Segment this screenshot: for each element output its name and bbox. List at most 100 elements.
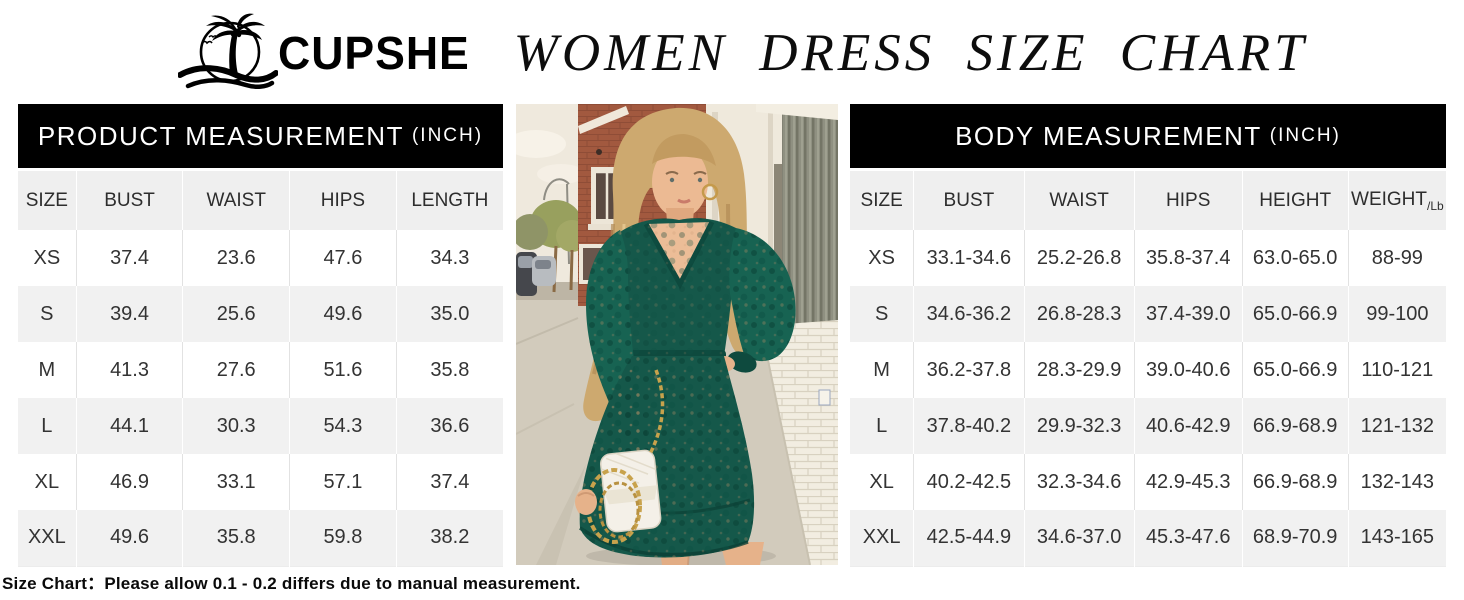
size-cell: S [874, 302, 889, 325]
table-row-m: M 41.3 27.6 51.6 35.8 [18, 342, 503, 398]
value-cell: 88-99 [1347, 230, 1446, 286]
column-header-waist: WAIST [1023, 171, 1135, 230]
value-cell: 65.0-66.9 [1241, 342, 1349, 398]
value-cell: 35.0 [395, 286, 503, 342]
body-table-title-bar: BODY MEASUREMENT (INCH) [850, 104, 1446, 168]
column-header-row: SIZE BUST WAIST HIPS LENGTH [18, 171, 503, 230]
size-cell: L [876, 414, 888, 437]
product-table-title-bar: PRODUCT MEASUREMENT (INCH) [18, 104, 503, 168]
model-photo [516, 104, 838, 565]
size-cell: XS [33, 246, 61, 269]
value-cell: 44.1 [75, 398, 183, 454]
table-row-l: L 37.8-40.2 29.9-32.3 40.6-42.9 66.9-68.9 121… [850, 398, 1446, 454]
size-chart-note: Size Chart：Please allow 0.1 - 0.2 differ… [2, 574, 581, 593]
value-cell: 25.6 [182, 286, 290, 342]
table-row-xs: XS 37.4 23.6 47.6 34.3 [18, 230, 503, 286]
value-cell: 68.9-70.9 [1241, 510, 1349, 566]
value-cell: 32.3-34.6 [1023, 454, 1135, 510]
size-cell: S [40, 302, 54, 325]
value-cell: 143-165 [1347, 510, 1446, 566]
column-header-size: SIZE [25, 189, 68, 211]
size-cell: XL [34, 470, 60, 493]
size-cell: L [41, 414, 53, 437]
page-title: WOMEN DRESS SIZE CHART [513, 24, 1308, 82]
size-cell: XXL [862, 526, 901, 549]
column-header-row: SIZE BUST WAIST HIPS HEIGHT WEIGHT/Lb [850, 171, 1446, 230]
value-cell: 45.3-47.6 [1133, 510, 1243, 566]
column-header-size: SIZE [860, 189, 903, 211]
table-row-xl: XL 46.9 33.1 57.1 37.4 [18, 454, 503, 510]
value-cell: 37.4 [75, 230, 183, 286]
body-measurement-table: SIZE BUST WAIST HIPS HEIGHT WEIGHT/Lb XS 33.1-3… [850, 171, 1446, 567]
column-header-weight: WEIGHT/Lb [1347, 171, 1446, 230]
value-cell: 40.6-42.9 [1133, 398, 1243, 454]
weight-unit-subscript: /Lb [1427, 198, 1444, 213]
value-cell: 42.5-44.9 [913, 510, 1025, 566]
value-cell: 40.2-42.5 [913, 454, 1025, 510]
value-cell: 63.0-65.0 [1241, 230, 1349, 286]
value-cell: 35.8 [395, 342, 503, 398]
value-cell: 132-143 [1347, 454, 1446, 510]
value-cell: 39.4 [75, 286, 183, 342]
value-cell: 34.6-36.2 [913, 286, 1025, 342]
value-cell: 27.6 [182, 342, 290, 398]
table-row-xxl: XXL 42.5-44.9 34.6-37.0 45.3-47.6 68.9-70.9 1… [850, 510, 1446, 566]
palm-tree-logo-icon [178, 13, 278, 89]
value-cell: 34.6-37.0 [1023, 510, 1135, 566]
model-photo-illustration [516, 104, 838, 565]
size-cell: M [38, 358, 56, 381]
value-cell: 36.2-37.8 [913, 342, 1025, 398]
product-measurement-panel: PRODUCT MEASUREMENT (INCH) SIZE BUST WAIST… [18, 104, 503, 567]
page-header: CUPSHE WOMEN DRESS SIZE CHART [178, 8, 1308, 98]
size-cell: XXL [27, 526, 66, 549]
body-measurement-panel: BODY MEASUREMENT (INCH) SIZE BUST WAIST HIP… [850, 104, 1446, 567]
table-row-l: L 44.1 30.3 54.3 36.6 [18, 398, 503, 454]
value-cell: 33.1 [182, 454, 290, 510]
brand-logo: CUPSHE [178, 12, 476, 94]
value-cell: 33.1-34.6 [913, 230, 1025, 286]
value-cell: 37.4-39.0 [1133, 286, 1243, 342]
body-table-unit: (INCH) [1269, 125, 1341, 146]
table-row-xs: XS 33.1-34.6 25.2-26.8 35.8-37.4 63.0-65.0 88… [850, 230, 1446, 286]
column-header-hips: HIPS [1133, 171, 1243, 230]
size-cell: XS [868, 246, 895, 269]
column-header-waist: WAIST [182, 171, 290, 230]
product-table-unit: (INCH) [411, 125, 484, 146]
value-cell: 54.3 [289, 398, 397, 454]
value-cell: 35.8 [182, 510, 290, 566]
value-cell: 66.9-68.9 [1241, 398, 1349, 454]
value-cell: 23.6 [182, 230, 290, 286]
value-cell: 41.3 [75, 342, 183, 398]
value-cell: 29.9-32.3 [1023, 398, 1135, 454]
value-cell: 110-121 [1347, 342, 1446, 398]
column-header-height: HEIGHT [1241, 171, 1349, 230]
table-row-xl: XL 40.2-42.5 32.3-34.6 42.9-45.3 66.9-68.9 13… [850, 454, 1446, 510]
value-cell: 65.0-66.9 [1241, 286, 1349, 342]
value-cell: 35.8-37.4 [1133, 230, 1243, 286]
value-cell: 47.6 [289, 230, 397, 286]
value-cell: 46.9 [75, 454, 183, 510]
column-header-hips: HIPS [289, 171, 397, 230]
value-cell: 36.6 [395, 398, 503, 454]
value-cell: 57.1 [289, 454, 397, 510]
value-cell: 99-100 [1347, 286, 1446, 342]
value-cell: 37.4 [395, 454, 503, 510]
product-measurement-table: SIZE BUST WAIST HIPS LENGTH XS 37.4 23.6 47.6 34.… [18, 171, 503, 567]
value-cell: 38.2 [395, 510, 503, 566]
value-cell: 28.3-29.9 [1023, 342, 1135, 398]
value-cell: 30.3 [182, 398, 290, 454]
table-row-m: M 36.2-37.8 28.3-29.9 39.0-40.6 65.0-66.9 110… [850, 342, 1446, 398]
column-header-bust: BUST [75, 171, 183, 230]
size-cell: XL [869, 470, 894, 493]
value-cell: 25.2-26.8 [1023, 230, 1135, 286]
column-header-bust: BUST [913, 171, 1025, 230]
product-table-title: PRODUCT MEASUREMENT [37, 120, 404, 151]
body-table-title: BODY MEASUREMENT [955, 120, 1262, 151]
value-cell: 49.6 [289, 286, 397, 342]
table-row-s: S 39.4 25.6 49.6 35.0 [18, 286, 503, 342]
value-cell: 42.9-45.3 [1133, 454, 1243, 510]
value-cell: 66.9-68.9 [1241, 454, 1349, 510]
value-cell: 51.6 [289, 342, 397, 398]
value-cell: 26.8-28.3 [1023, 286, 1135, 342]
